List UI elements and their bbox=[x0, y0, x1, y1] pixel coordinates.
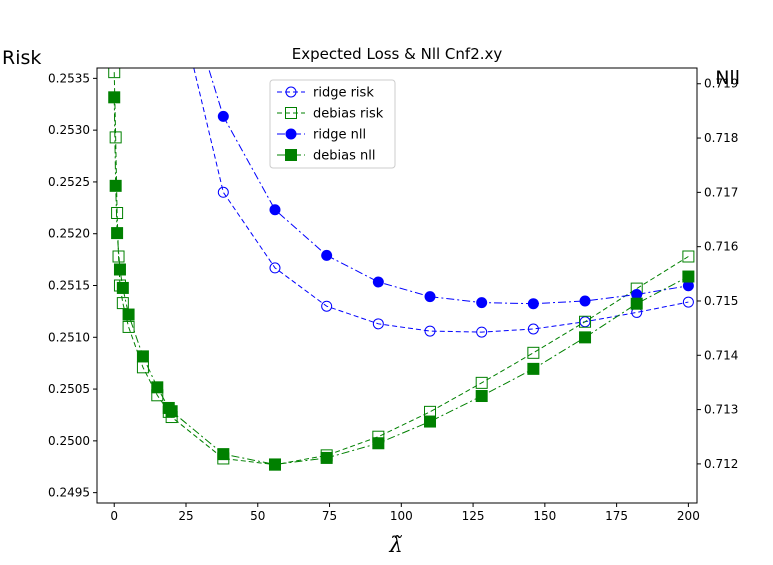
data-point-debias-risk bbox=[112, 250, 125, 263]
series-line-ridge-risk bbox=[193, 68, 689, 333]
y-right-tick-label: 0.714 bbox=[704, 348, 738, 362]
y-left-tick-label: 0.2525 bbox=[48, 175, 90, 189]
series-ridge-nll bbox=[207, 68, 694, 310]
series-debias-risk bbox=[108, 68, 695, 471]
legend: ridge risk debias risk ridge nll debias nll bbox=[269, 79, 396, 169]
y-left-tick-label: 0.2520 bbox=[48, 227, 90, 241]
data-point-debias-risk bbox=[109, 131, 122, 144]
data-point-debias-nll bbox=[108, 91, 121, 104]
data-point-debias-nll bbox=[527, 362, 540, 375]
legend-label-debias-risk: debias risk bbox=[313, 107, 384, 122]
y-left-tick-label: 0.2500 bbox=[48, 434, 90, 448]
plot-area bbox=[108, 68, 695, 471]
data-point-debias-nll bbox=[122, 308, 135, 321]
y-right-tick-label: 0.718 bbox=[704, 131, 738, 145]
legend-label-ridge-nll: ridge nll bbox=[313, 128, 366, 143]
data-point-debias-nll bbox=[113, 263, 126, 276]
series-line-ridge-nll bbox=[207, 68, 689, 305]
legend-box bbox=[269, 79, 396, 169]
data-point-debias-nll bbox=[217, 448, 230, 461]
data-point-ridge-risk bbox=[372, 318, 384, 330]
legend-marker-ridge-nll bbox=[285, 128, 297, 140]
plot-frame bbox=[96, 67, 698, 504]
x-tick-label: 0 bbox=[110, 509, 118, 523]
y-right-tick-label: 0.717 bbox=[704, 185, 738, 199]
y-left-tick-label: 0.2510 bbox=[48, 330, 90, 344]
data-point-debias-nll bbox=[268, 458, 281, 471]
data-point-debias-risk bbox=[122, 320, 135, 333]
x-axis-label: λ̃ bbox=[388, 533, 402, 557]
y-right-tick-label: 0.716 bbox=[704, 240, 738, 254]
data-point-ridge-nll bbox=[424, 291, 436, 303]
data-point-ridge-risk bbox=[217, 186, 229, 198]
data-point-debias-nll bbox=[424, 415, 437, 428]
data-point-ridge-nll bbox=[579, 295, 591, 307]
y-left-tick-label: 0.2495 bbox=[48, 486, 90, 500]
x-tick-label: 50 bbox=[250, 509, 265, 523]
legend-label-debias-nll: debias nll bbox=[313, 149, 375, 164]
x-tick-label: 150 bbox=[533, 509, 556, 523]
data-point-debias-nll bbox=[116, 281, 129, 294]
data-point-ridge-risk bbox=[476, 326, 488, 338]
y-right-tick-label: 0.719 bbox=[704, 77, 738, 91]
data-point-ridge-risk bbox=[321, 300, 333, 312]
y-left-tick-label: 0.2505 bbox=[48, 382, 90, 396]
series-line-debias-nll bbox=[113, 97, 689, 465]
data-point-debias-nll bbox=[630, 297, 643, 310]
data-point-debias-nll bbox=[320, 451, 333, 464]
y-right-tick-label: 0.715 bbox=[704, 294, 738, 308]
data-point-debias-nll bbox=[682, 270, 695, 283]
x-tick-label: 200 bbox=[677, 509, 700, 523]
y-left-tick-label: 0.2535 bbox=[48, 71, 90, 85]
data-point-debias-nll bbox=[111, 227, 124, 240]
y-right-tick-label: 0.713 bbox=[704, 403, 738, 417]
data-point-ridge-nll bbox=[217, 110, 229, 122]
data-point-debias-risk bbox=[579, 315, 592, 328]
data-point-ridge-risk bbox=[527, 323, 539, 335]
series-ridge-risk bbox=[193, 68, 694, 338]
data-point-debias-nll bbox=[136, 350, 149, 363]
data-point-ridge-risk bbox=[424, 325, 436, 337]
data-point-ridge-nll bbox=[476, 297, 488, 309]
y-axis-right-label: Nll bbox=[715, 67, 740, 89]
data-point-debias-nll bbox=[579, 331, 592, 344]
legend-marker-debias-risk bbox=[285, 107, 297, 119]
x-tick-label: 75 bbox=[322, 509, 337, 523]
data-point-ridge-risk bbox=[682, 296, 694, 308]
data-point-ridge-nll bbox=[527, 298, 539, 310]
legend-label-ridge-risk: ridge risk bbox=[313, 86, 374, 101]
data-point-debias-risk bbox=[475, 376, 488, 389]
series-line-debias-risk bbox=[113, 72, 689, 466]
data-point-ridge-risk bbox=[269, 262, 281, 274]
legend-marker-debias-nll bbox=[285, 149, 297, 161]
data-point-ridge-nll bbox=[269, 204, 281, 216]
chart-title: Expected Loss & Nll Cnf2.xy bbox=[292, 45, 503, 63]
y-right-tick-label: 0.712 bbox=[704, 457, 738, 471]
legend-marker-ridge-risk bbox=[285, 86, 297, 98]
axis-ticks: 0 25 50 75 100 125 150 175 200 0.2495 0.2500 0.2505… bbox=[48, 71, 738, 523]
data-point-ridge-nll bbox=[321, 249, 333, 261]
data-point-debias-risk bbox=[111, 207, 124, 219]
y-left-tick-label: 0.2515 bbox=[48, 279, 90, 293]
x-tick-label: 175 bbox=[605, 509, 628, 523]
y-axis-left-label: Risk bbox=[2, 47, 41, 69]
x-tick-label: 100 bbox=[390, 509, 413, 523]
data-point-debias-nll bbox=[372, 437, 385, 450]
x-tick-label: 125 bbox=[462, 509, 485, 523]
series-debias-nll bbox=[108, 91, 695, 471]
data-point-debias-nll bbox=[475, 390, 488, 403]
data-point-debias-nll bbox=[109, 179, 122, 192]
data-point-ridge-nll bbox=[372, 276, 384, 288]
data-point-debias-risk bbox=[682, 250, 695, 263]
data-point-debias-risk bbox=[527, 346, 540, 359]
data-point-debias-risk bbox=[108, 68, 121, 79]
y-left-tick-label: 0.2530 bbox=[48, 123, 90, 137]
x-tick-label: 25 bbox=[178, 509, 193, 523]
data-point-debias-nll bbox=[151, 381, 164, 394]
data-point-debias-nll bbox=[165, 405, 178, 418]
